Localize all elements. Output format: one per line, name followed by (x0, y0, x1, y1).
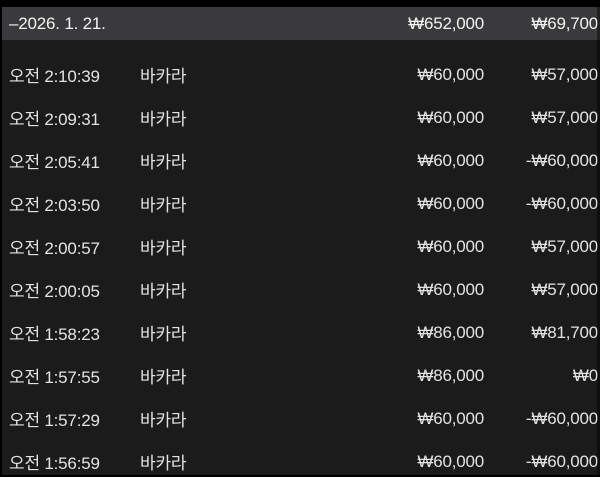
table-row[interactable]: 오전 2:03:50 바카라 ₩60,000 -₩60,000 (0, 182, 600, 225)
game-name: 바카라 (140, 153, 187, 172)
game-name: 바카라 (140, 110, 187, 129)
game-name: 바카라 (140, 239, 187, 258)
bet-amount: ₩60,000 (417, 150, 484, 170)
bet-time: 오전 1:57:55 (9, 368, 100, 387)
net-result: -₩60,000 (525, 451, 598, 471)
game-name: 바카라 (140, 282, 187, 301)
game-name: 바카라 (140, 196, 187, 215)
bet-amount: ₩60,000 (417, 107, 484, 127)
bet-history-list: 오전 2:10:39 바카라 ₩60,000 ₩57,000 오전 2:09:3… (0, 40, 600, 477)
right-edge-strip (597, 0, 600, 477)
bet-time: 오전 2:05:41 (9, 153, 100, 172)
bet-time: 오전 2:00:05 (9, 282, 100, 301)
net-result: -₩60,000 (525, 193, 598, 213)
table-row[interactable]: 오전 2:00:57 바카라 ₩60,000 ₩57,000 (0, 225, 600, 268)
table-row[interactable]: 오전 1:58:23 바카라 ₩86,000 ₩81,700 (0, 311, 600, 354)
bet-time: 오전 2:09:31 (9, 110, 100, 129)
net-result: ₩57,000 (531, 279, 598, 299)
section-date: –2026. 1. 21. (9, 13, 106, 33)
date-section-header: –2026. 1. 21. ₩652,000 ₩69,700 (0, 7, 600, 40)
table-row[interactable]: 오전 2:05:41 바카라 ₩60,000 -₩60,000 (0, 139, 600, 182)
table-row[interactable]: 오전 1:57:29 바카라 ₩60,000 -₩60,000 (0, 397, 600, 440)
net-result: ₩57,000 (531, 64, 598, 84)
bet-amount: ₩60,000 (417, 451, 484, 471)
bet-time: 오전 2:10:39 (9, 67, 100, 86)
game-name: 바카라 (140, 454, 187, 473)
bet-amount: ₩60,000 (417, 64, 484, 84)
net-result: -₩60,000 (525, 408, 598, 428)
game-name: 바카라 (140, 325, 187, 344)
bet-time: 오전 1:58:23 (9, 325, 100, 344)
bet-time: 오전 2:00:57 (9, 239, 100, 258)
net-result: ₩0 (572, 365, 598, 385)
net-result: ₩57,000 (531, 236, 598, 256)
bet-time: 오전 1:57:29 (9, 411, 100, 430)
table-row[interactable]: 오전 2:00:05 바카라 ₩60,000 ₩57,000 (0, 268, 600, 311)
section-total-net: ₩69,700 (531, 13, 598, 33)
bottom-edge-strip (0, 475, 600, 477)
game-name: 바카라 (140, 67, 187, 86)
bet-time: 오전 1:56:59 (9, 454, 100, 473)
bet-amount: ₩86,000 (417, 365, 484, 385)
table-row[interactable]: 오전 2:09:31 바카라 ₩60,000 ₩57,000 (0, 96, 600, 139)
game-name: 바카라 (140, 368, 187, 387)
bet-amount: ₩60,000 (417, 193, 484, 213)
bet-amount: ₩60,000 (417, 236, 484, 256)
table-row[interactable]: 오전 2:10:39 바카라 ₩60,000 ₩57,000 (0, 53, 600, 96)
net-result: ₩57,000 (531, 107, 598, 127)
net-result: -₩60,000 (525, 150, 598, 170)
table-row[interactable]: 오전 1:56:59 바카라 ₩60,000 -₩60,000 (0, 440, 600, 477)
top-edge-strip (0, 0, 600, 7)
bet-amount: ₩60,000 (417, 408, 484, 428)
left-edge-strip (0, 0, 2, 477)
bet-amount: ₩86,000 (417, 322, 484, 342)
table-row[interactable]: 오전 1:57:55 바카라 ₩86,000 ₩0 (0, 354, 600, 397)
section-total-amount: ₩652,000 (408, 13, 484, 33)
net-result: ₩81,700 (531, 322, 598, 342)
bet-amount: ₩60,000 (417, 279, 484, 299)
game-name: 바카라 (140, 411, 187, 430)
bet-time: 오전 2:03:50 (9, 196, 100, 215)
